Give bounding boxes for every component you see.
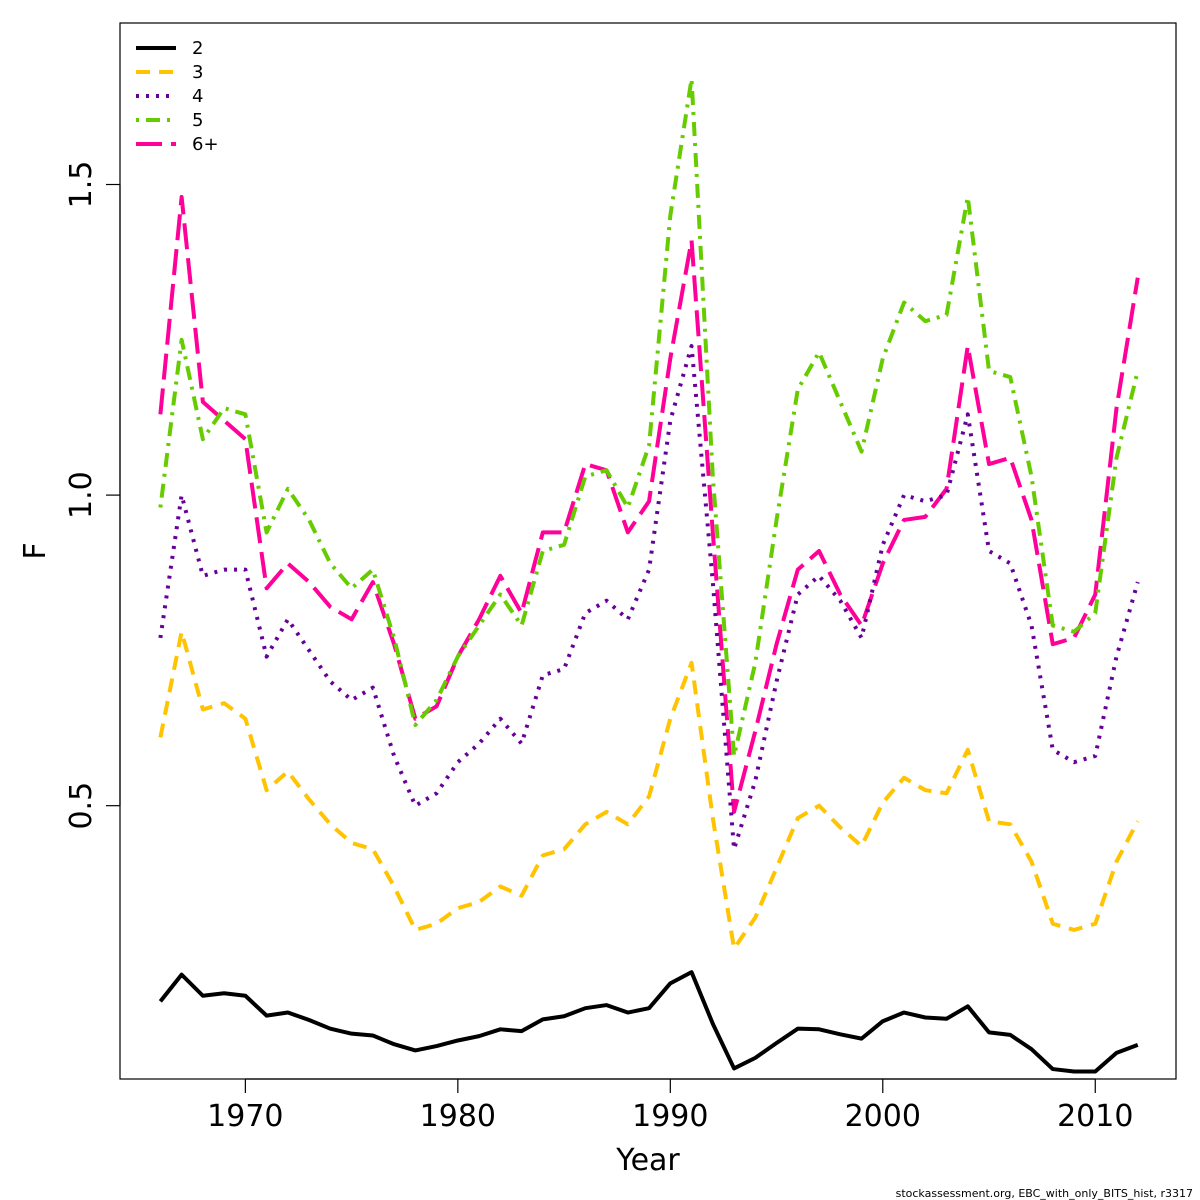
legend-label-2: 2 [192, 38, 203, 59]
series-line-5 [158, 76, 1140, 758]
series-line-6plus [158, 194, 1140, 814]
y-tick-label: 1.5 [64, 161, 99, 209]
legend-label-6plus: 6+ [192, 134, 219, 155]
series-line-3 [158, 629, 1140, 951]
legend: 2 3 4 5 6+ [136, 38, 219, 155]
series-line-4 [158, 344, 1140, 852]
plot-frame [119, 22, 1177, 1080]
x-tick-label: 1970 [207, 1099, 283, 1134]
series-layer [158, 76, 1140, 1074]
legend-label-5: 5 [192, 110, 203, 131]
x-tick-label: 2010 [1057, 1099, 1133, 1134]
y-tick-label: 0.5 [64, 782, 99, 830]
x-axis-title: Year [615, 1143, 680, 1178]
y-axis: 0.5 1.0 1.5 [64, 161, 121, 830]
y-tick-label: 1.0 [64, 471, 99, 519]
series-line-2 [158, 970, 1139, 1074]
legend-label-4: 4 [192, 86, 203, 107]
y-axis-title: F [18, 542, 53, 559]
footnote: stockassessment.org, EBC_with_only_BITS_… [896, 1187, 1193, 1200]
x-tick-label: 1980 [420, 1099, 496, 1134]
x-axis: 1970 1980 1990 2000 2010 [207, 1078, 1133, 1134]
x-tick-label: 2000 [845, 1099, 921, 1134]
legend-label-3: 3 [192, 62, 203, 83]
x-tick-label: 1990 [632, 1099, 708, 1134]
